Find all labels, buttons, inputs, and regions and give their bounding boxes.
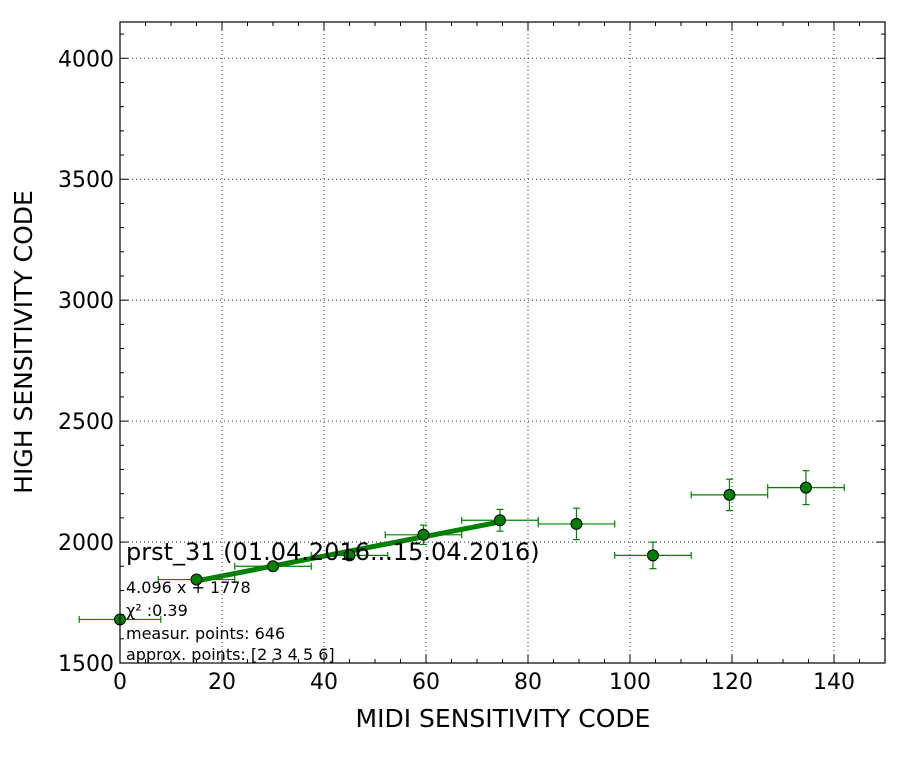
- y-tick-label: 1500: [58, 652, 114, 677]
- x-tick-label: 20: [208, 670, 236, 695]
- axis-tick-labels: 0 20 40 60 80 100 120 140 1500 2000 2500 3000 3500 40…: [58, 47, 855, 695]
- data-point: [799, 481, 812, 494]
- data-point: [343, 549, 356, 562]
- x-tick-label: 80: [514, 670, 542, 695]
- data-point: [570, 517, 583, 530]
- annotation-chi2: χ² :0.39: [126, 601, 188, 620]
- y-axis-title: HIGH SENSITIVITY CODE: [9, 190, 38, 494]
- x-tick-label: 0: [113, 670, 127, 695]
- data-point: [190, 573, 203, 586]
- x-tick-label: 40: [310, 670, 338, 695]
- data-point: [267, 560, 279, 573]
- x-tick-label: 60: [412, 670, 440, 695]
- annotation-title: prst_31 (01.04.2016...15.04.2016): [126, 538, 540, 566]
- data-point: [723, 488, 736, 501]
- y-tick-label: 4000: [58, 47, 114, 72]
- x-axis-title: MIDI SENSITIVITY CODE: [356, 704, 651, 733]
- annotation: prst_31 (01.04.2016...15.04.2016) 4.096 …: [126, 538, 540, 664]
- data-point: [417, 528, 430, 541]
- x-tick-label: 120: [711, 670, 753, 695]
- y-tick-label: 3500: [58, 168, 114, 193]
- data-point: [493, 514, 506, 527]
- y-tick-label: 3000: [58, 289, 114, 314]
- annotation-measured: measur. points: 646: [126, 624, 285, 643]
- x-tick-label: 100: [609, 670, 651, 695]
- data-point: [646, 549, 659, 562]
- points: [114, 481, 812, 626]
- annotation-approx: approx. points: [2 3 4 5 6]: [126, 645, 335, 664]
- axis-ticks: [119, 22, 886, 664]
- annotation-equation: 4.096 x + 1778: [126, 578, 251, 597]
- x-tick-label: 140: [813, 670, 855, 695]
- y-tick-label: 2000: [58, 531, 114, 556]
- plot-frame: [119, 21, 886, 664]
- y-tick-label: 2500: [58, 410, 114, 435]
